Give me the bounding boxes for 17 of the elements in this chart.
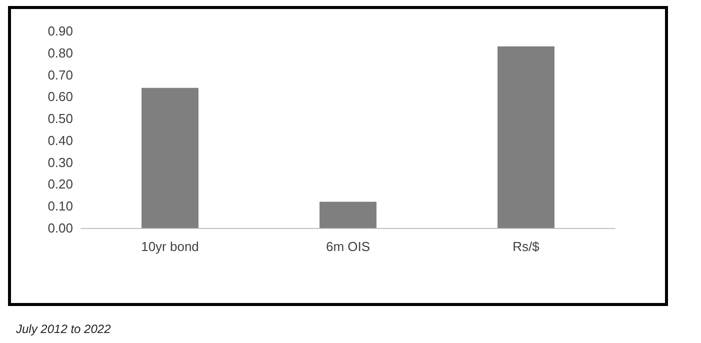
text: July 2012 to 2022 <box>16 322 111 336</box>
y-tick-label: 0.10 <box>48 198 73 214</box>
bar <box>320 202 376 228</box>
bar <box>142 88 198 228</box>
x-tick-label: Rs/$ <box>512 239 540 254</box>
y-tick-label: 0.80 <box>48 45 73 60</box>
y-tick-label: 0.50 <box>48 111 73 126</box>
y-tick-label: 0.90 <box>48 24 73 38</box>
y-tick-label: 0.20 <box>48 176 73 192</box>
y-tick-label: 0.70 <box>48 67 73 82</box>
y-tick-label: 0.40 <box>48 132 73 148</box>
y-tick-label: 0.60 <box>48 89 73 104</box>
bar <box>498 46 554 228</box>
x-tick-label: 6m OIS <box>326 239 370 254</box>
y-tick-label: 0.00 <box>48 220 73 236</box>
x-tick-label: 10yr bond <box>141 239 199 254</box>
y-tick-label: 0.30 <box>48 154 73 170</box>
